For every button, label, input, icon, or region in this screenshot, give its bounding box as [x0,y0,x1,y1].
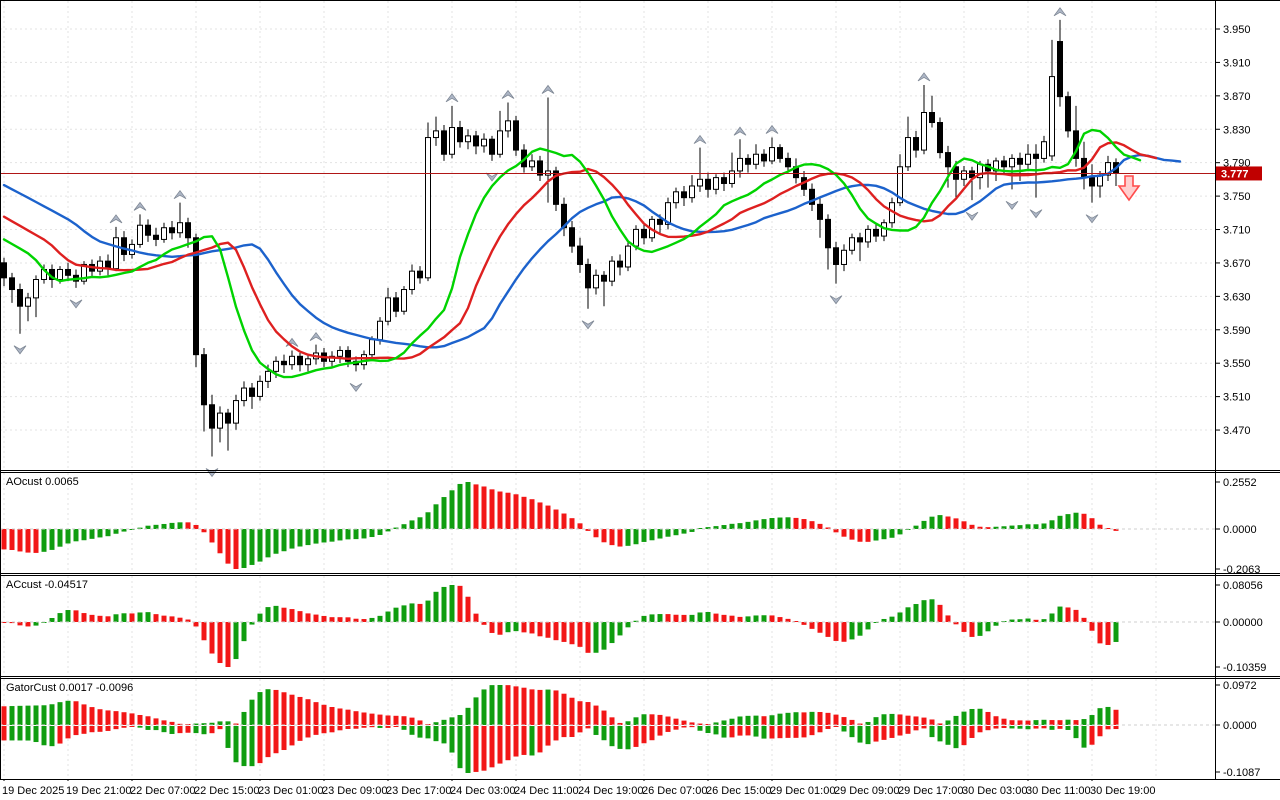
time-axis-label: 26 Dec 07:00 [642,785,708,797]
current-price-tag [1216,166,1262,181]
fractal-up-icon [1053,7,1067,17]
fractal-up-icon [693,134,707,144]
accelerator-oscillator-scale[interactable]: 0.08056 0.00000 -0.10359 [1215,580,1266,674]
awesome-oscillator-scale[interactable]: 0.2552 0.0000 -0.2063 [1215,477,1260,576]
time-axis-label: 24 Dec 03:00 [450,785,516,797]
alligator-lips-line [2,128,1142,379]
fractal-down-icon [13,345,27,355]
pane-zero-lines [0,528,1215,726]
time-axis-label: 24 Dec 11:00 [514,785,579,797]
fractal-up-icon [541,84,555,94]
time-axis-label: 26 Dec 15:00 [706,785,772,797]
time-axis-label: 29 Dec 17:00 [898,785,964,797]
ac-pane-label: ACcust -0.04517 [6,579,88,591]
price-axis[interactable]: 3.9503.9103.8703.8303.7903.7503.7103.670… [1215,24,1262,437]
price-axis-label: 3.830 [1223,124,1251,136]
price-axis-label: 3.630 [1223,291,1251,303]
price-axis-label: 3.550 [1223,358,1251,370]
price-axis-label: 3.670 [1223,258,1251,270]
fractal-down-icon [485,172,499,182]
fractal-up-icon [765,124,779,134]
indicator-scale-label: -0.1087 [1223,767,1260,779]
time-axis-label: 30 Dec 19:00 [1090,785,1156,797]
sell-signal-arrow [1117,175,1141,202]
fractal-down-icon [69,299,83,309]
alligator-jaw-line [2,153,1182,349]
grid [0,1,1215,778]
gator-pane-label: GatorCust 0.0017 -0.0096 [6,682,134,694]
indicator-scale-label: 0.0972 [1223,680,1257,692]
fractal-up-icon [309,331,323,341]
fractal-up-icon [733,126,747,136]
current-price-tag-text: 3.777 [1221,168,1249,180]
indicator-scale-label: 0.0000 [1223,524,1257,536]
fractal-up-icon [173,190,187,200]
price-axis-label: 3.870 [1223,91,1251,103]
time-axis-label: 22 Dec 15:00 [194,785,260,797]
fractal-down-icon [1029,209,1043,219]
gator-oscillator-scale[interactable]: 0.0972 0.0000 -0.1087 [1215,680,1260,779]
price-axis-label: 3.510 [1223,392,1251,404]
time-axis-label: 19 Dec 21:00 [66,785,132,797]
fractal-down-icon [349,383,363,393]
fractal-down-icon [1085,214,1099,224]
time-axis-label: 23 Dec 17:00 [386,785,452,797]
fractal-up-icon [501,89,515,99]
time-axis-label: 22 Dec 07:00 [130,785,196,797]
fractal-down-icon [829,295,843,305]
indicator-scale-label: 0.00000 [1223,617,1263,629]
fractal-up-icon [917,72,931,82]
time-axis-label: 23 Dec 09:00 [322,785,388,797]
ao-histogram [1,482,1119,569]
time-axis-label: 19 Dec 2025 [2,785,65,797]
indicator-scale-label: 0.08056 [1223,580,1263,592]
gator-histogram [1,685,1119,773]
pane-borders [0,0,1280,780]
current-price [0,172,1215,202]
price-axis-label: 3.470 [1223,425,1251,437]
fractal-down-icon [1005,200,1019,210]
time-axis-label: 29 Dec 01:00 [770,785,836,797]
fractal-up-icon [445,93,459,103]
fractal-up-icon [109,214,123,224]
alligator-teeth-line [2,141,1158,360]
fractal-down-icon [581,320,595,330]
price-axis-label: 3.950 [1223,24,1251,36]
candles [1,19,1119,457]
indicator-scale-label: -0.2063 [1223,564,1260,576]
time-axis-label: 23 Dec 01:00 [258,785,324,797]
time-axis-label: 30 Dec 11:00 [1026,785,1091,797]
price-axis-label: 3.750 [1223,191,1251,203]
ao-pane-label: AOcust 0.0065 [6,476,79,488]
fractal-down-icon [965,211,979,221]
time-axis-label: 29 Dec 09:00 [834,785,900,797]
ac-histogram [1,585,1119,667]
time-axis[interactable]: 19 Dec 2025 19 Dec 21:00 22 Dec 07:00 22 De… [0,781,1280,800]
fractal-arrows [13,7,1099,478]
indicator-scale-label: 0.2552 [1223,477,1257,489]
fractal-up-icon [133,201,147,211]
price-axis-label: 3.590 [1223,325,1251,337]
indicator-scale-label: -0.10359 [1223,662,1266,674]
indicator-scale-label: 0.0000 [1223,720,1257,732]
time-axis-label: 30 Dec 03:00 [962,785,1028,797]
time-axis-label: 24 Dec 19:00 [578,785,644,797]
price-axis-label: 3.910 [1223,57,1251,69]
price-axis-label: 3.710 [1223,225,1251,237]
alligator-lines [2,128,1182,379]
